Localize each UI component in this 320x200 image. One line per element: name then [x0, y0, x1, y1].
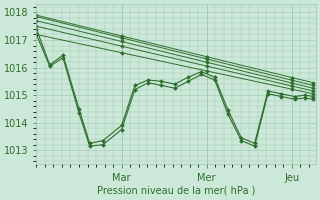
X-axis label: Pression niveau de la mer( hPa ): Pression niveau de la mer( hPa ) [97, 186, 255, 196]
